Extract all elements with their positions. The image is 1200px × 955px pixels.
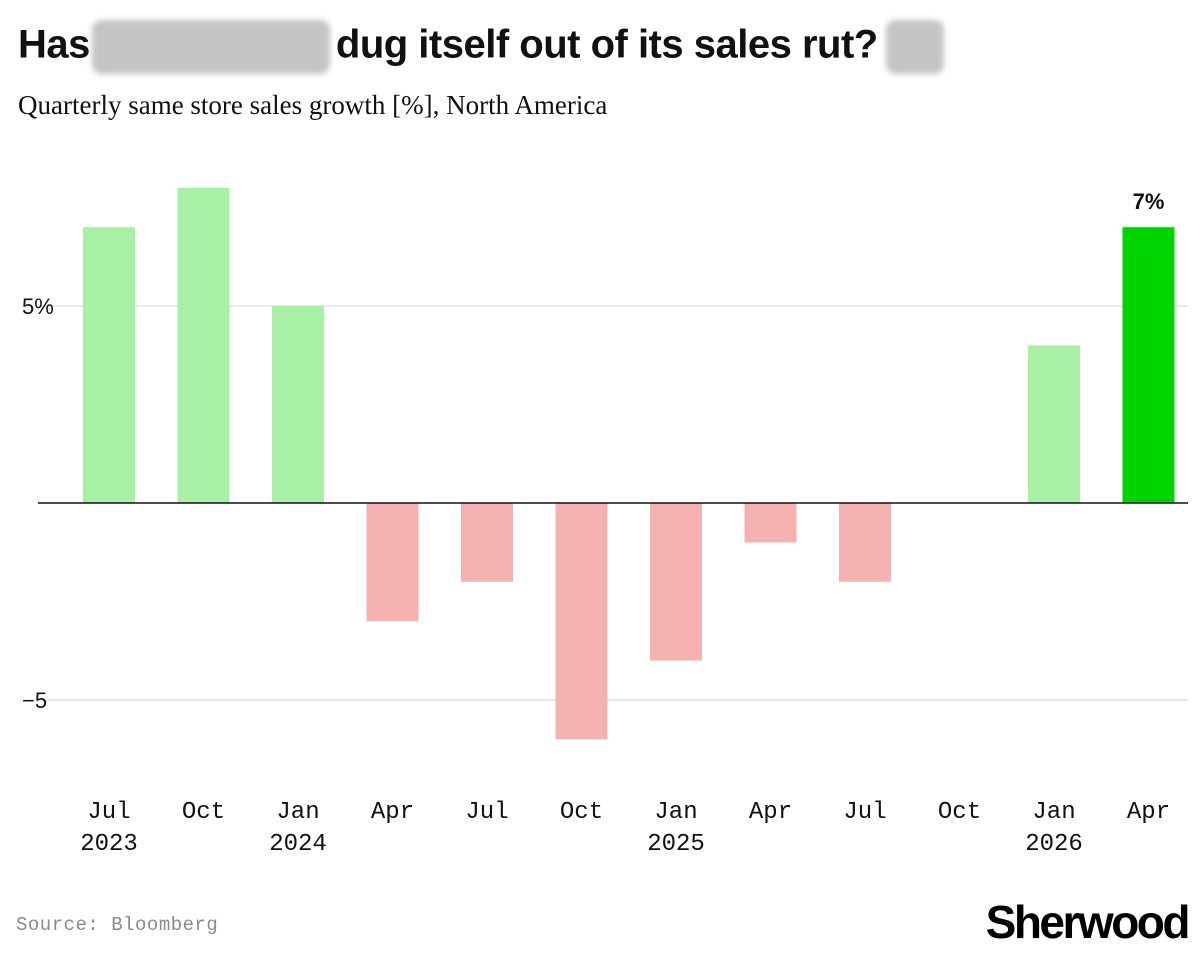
x-tick-year: 2025 [647,831,705,858]
data-label: 7% [1133,189,1165,214]
x-tick-month: Oct [560,799,603,826]
x-tick-month: Jul [465,799,508,826]
title-part-1: Has [18,22,90,67]
y-tick-label: −5 [22,688,47,713]
x-tick-month: Jan [654,799,697,826]
bar [1028,345,1080,503]
bar [839,503,891,582]
redacted-logo-mark [885,20,944,74]
x-tick-month: Apr [749,799,792,826]
chart-title: Has dug itself out of its sales rut? [18,20,944,74]
x-tick-year: 2023 [80,831,138,858]
x-tick-month: Jul [843,799,886,826]
x-tick-month: Apr [1127,799,1170,826]
bar [83,227,135,503]
x-tick-year: 2024 [269,831,327,858]
redacted-company-name [91,20,330,74]
bar [650,503,702,661]
chart-subtitle: Quarterly same store sales growth [%], N… [18,90,608,120]
x-tick-month: Oct [182,799,225,826]
x-tick-month: Apr [371,799,414,826]
x-tick-month: Jan [1032,799,1075,826]
bar [555,503,608,740]
bar [272,306,324,503]
x-tick-month: Jul [87,799,130,826]
source-note: Source: Bloomberg [16,914,219,936]
x-tick-month: Oct [938,799,981,826]
bar [1122,227,1175,503]
y-tick-label: 5% [22,294,54,319]
bar [366,503,419,622]
bar [177,187,230,504]
bar [461,503,513,582]
x-tick-year: 2026 [1025,831,1083,858]
sherwood-logo: Sherwood [985,896,1191,948]
title-part-2: dug itself out of its sales rut? [335,22,878,67]
bar [744,503,797,543]
x-tick-month: Jan [276,799,319,826]
